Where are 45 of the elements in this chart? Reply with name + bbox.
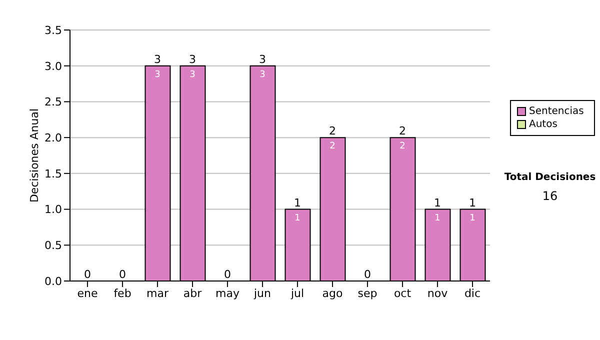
total-label: 2 (399, 124, 406, 138)
y-tick-label: 1.5 (44, 167, 62, 180)
y-tick-label: 1.0 (44, 203, 62, 216)
total-label: 3 (189, 52, 196, 66)
x-tick-label: nov (427, 286, 448, 300)
x-tick-label: ago (322, 286, 343, 300)
x-tick-label: mar (146, 286, 169, 300)
x-tick-label: sep (358, 286, 378, 300)
x-tick-label: may (216, 286, 240, 300)
y-axis-title: Decisiones Anual (28, 108, 41, 203)
text: 16 (541, 189, 559, 203)
text: Total Decisiones (503, 172, 597, 183)
y-tick-label: 2.0 (44, 131, 62, 144)
data-label: 3 (260, 70, 266, 80)
x-tick-label: jun (253, 286, 272, 300)
y-tick-label: 3.0 (44, 60, 62, 73)
total-label: 1 (469, 196, 476, 210)
data-label: 1 (470, 213, 476, 224)
data-label: 3 (190, 70, 196, 80)
x-tick-label: abr (183, 286, 202, 300)
legend-label: Sentencias (529, 105, 584, 118)
data-label: 2 (330, 142, 336, 152)
y-tick-label: 2.5 (44, 96, 62, 109)
total-label: 1 (294, 196, 301, 210)
x-tick-label: oct (394, 286, 412, 300)
total-label: 3 (154, 52, 161, 66)
y-tick-label: 0.5 (44, 239, 62, 252)
total-label: 1 (434, 196, 441, 210)
legend-label: Autos (529, 118, 558, 131)
data-label: 1 (294, 213, 300, 224)
data-label: 1 (434, 213, 440, 224)
total-label: 0 (119, 268, 126, 281)
x-tick-label: jul (290, 286, 304, 300)
total-label: 0 (84, 268, 91, 281)
y-tick-label: 0.0 (44, 274, 62, 288)
x-tick-label: ene (77, 286, 98, 300)
y-tick-label: 3.5 (44, 24, 62, 37)
data-label: 3 (154, 70, 160, 80)
total-label: 0 (364, 268, 371, 281)
total-label: 2 (329, 124, 336, 138)
x-tick-label: dic (464, 286, 481, 300)
total-label: 3 (259, 52, 266, 66)
total-label: 0 (224, 268, 231, 281)
x-tick-label: feb (114, 286, 132, 300)
data-label: 2 (400, 142, 406, 152)
